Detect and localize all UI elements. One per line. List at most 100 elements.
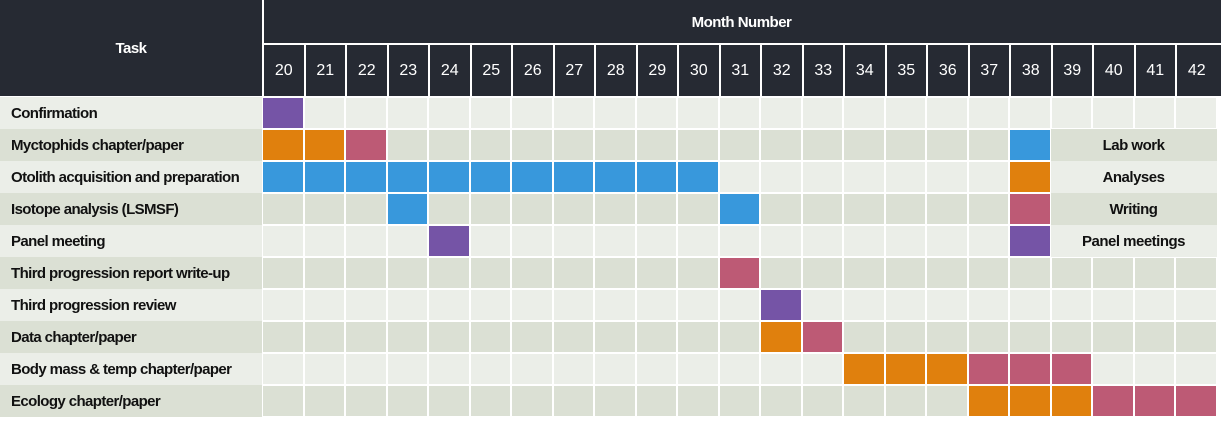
grid-cell [801, 289, 843, 321]
task-column-header: Task [115, 39, 147, 57]
task-bar-segment [303, 129, 345, 161]
grid-cell [345, 97, 387, 129]
grid-cell [967, 161, 1009, 193]
grid-cell [428, 353, 470, 385]
grid-cell [884, 225, 926, 257]
month-number-header: Month Number [691, 13, 792, 31]
grid-cell [718, 97, 760, 129]
task-label: Data chapter/paper [0, 321, 262, 353]
grid-cell [511, 289, 553, 321]
legend-swatch-purple [1009, 225, 1051, 257]
grid-cell [884, 97, 926, 129]
grid-cell [303, 289, 345, 321]
task-bar-segment [386, 161, 428, 193]
grid-cell [760, 97, 802, 129]
grid-cell [511, 193, 553, 225]
grid-cell [884, 385, 926, 417]
task-bar-segment [801, 321, 843, 353]
grid-cell [428, 129, 470, 161]
task-bar-segment [345, 129, 387, 161]
grid-cell [469, 257, 511, 289]
grid-cell [718, 385, 760, 417]
grid-cell [594, 193, 636, 225]
grid-cell [469, 289, 511, 321]
grid-cell [843, 129, 885, 161]
month-header-30: 30 [677, 45, 719, 96]
month-header-24: 24 [428, 45, 470, 96]
grid-cell [1133, 289, 1175, 321]
task-bar-segment [428, 225, 470, 257]
month-header-42: 42 [1175, 45, 1217, 96]
grid-cell [967, 97, 1009, 129]
grid-cell [801, 385, 843, 417]
task-bar-segment [511, 161, 553, 193]
grid-cell [303, 257, 345, 289]
grid-cell [345, 257, 387, 289]
task-label: Third progression report write-up [0, 257, 262, 289]
grid-cell [967, 225, 1009, 257]
grid-cell [843, 161, 885, 193]
grid-cell [801, 161, 843, 193]
grid-cell [926, 321, 968, 353]
grid-cell [345, 225, 387, 257]
grid-cell [345, 353, 387, 385]
grid-cell [1133, 257, 1175, 289]
grid-cell [635, 257, 677, 289]
grid-cell [926, 161, 968, 193]
task-bar-segment [345, 161, 387, 193]
grid-cell [303, 97, 345, 129]
grid-cell [677, 193, 719, 225]
grid-cell [345, 385, 387, 417]
month-header-41: 41 [1133, 45, 1175, 96]
grid-cell [635, 385, 677, 417]
month-header-20: 20 [262, 45, 304, 96]
grid-cell [428, 193, 470, 225]
grid-cell [262, 321, 304, 353]
task-bar-segment [303, 161, 345, 193]
grid-cell [511, 257, 553, 289]
task-bar-segment [262, 97, 304, 129]
grid-cell [718, 161, 760, 193]
task-bar-segment [469, 161, 511, 193]
grid-cell [386, 257, 428, 289]
grid-cell [843, 97, 885, 129]
legend-label: Writing [1050, 193, 1217, 225]
grid-cell [1050, 257, 1092, 289]
grid-cell [1009, 97, 1051, 129]
grid-cell [386, 97, 428, 129]
grid-cell [303, 353, 345, 385]
grid-cell [926, 257, 968, 289]
grid-cell [760, 257, 802, 289]
month-header-28: 28 [594, 45, 636, 96]
grid-cell [1009, 257, 1051, 289]
grid-cell [552, 321, 594, 353]
grid-cell [884, 321, 926, 353]
task-bar-segment [1133, 385, 1175, 417]
grid-cell [594, 257, 636, 289]
grid-cell [552, 97, 594, 129]
grid-cell [1175, 289, 1217, 321]
grid-cell [677, 289, 719, 321]
grid-cell [1050, 289, 1092, 321]
grid-cell [884, 161, 926, 193]
grid-cell [386, 385, 428, 417]
task-bar-segment [386, 193, 428, 225]
grid-cell [428, 97, 470, 129]
grid-cell [1175, 97, 1217, 129]
grid-cell [1175, 321, 1217, 353]
task-bar-segment [718, 257, 760, 289]
grid-cell [262, 225, 304, 257]
grid-cell [345, 321, 387, 353]
grid-cell [718, 289, 760, 321]
task-label: Isotope analysis (LSMSF) [0, 193, 262, 225]
grid-cell [760, 193, 802, 225]
grid-cell [843, 257, 885, 289]
task-bar-segment [967, 353, 1009, 385]
grid-cell [511, 385, 553, 417]
grid-cell [635, 97, 677, 129]
month-header-40: 40 [1092, 45, 1134, 96]
task-bar-segment [1009, 385, 1051, 417]
grid-cell [594, 225, 636, 257]
month-header-34: 34 [843, 45, 885, 96]
